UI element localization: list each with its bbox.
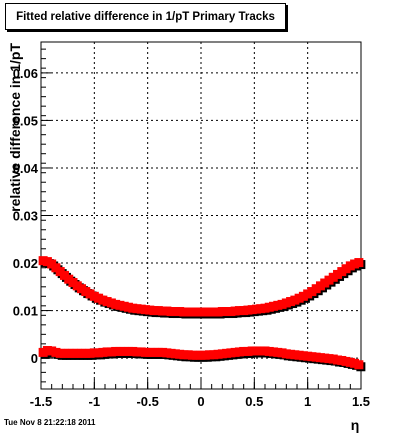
data-point: [354, 258, 364, 268]
y-tick-label: 0.04: [13, 161, 39, 176]
y-tick-label: 0.05: [13, 113, 38, 128]
x-tick-label: 0.5: [245, 394, 263, 409]
chart-title: Fitted relative difference in 1/pT Prima…: [16, 10, 275, 23]
y-axis-title: relative difference in 1/pT: [7, 43, 23, 212]
x-axis-title: η: [351, 417, 360, 433]
series-1: [38, 256, 366, 319]
x-tick-label: -1: [89, 394, 101, 409]
y-tick-label: 0.02: [13, 256, 38, 271]
timestamp: Tue Nov 8 21:22:18 2011: [4, 418, 96, 427]
axis-ticks: [40, 48, 362, 389]
x-tick-label: -1.5: [30, 394, 52, 409]
data-series: [38, 256, 366, 372]
chart-title-box: Fitted relative difference in 1/pT Prima…: [5, 3, 286, 30]
x-tick-label: 0: [197, 394, 204, 409]
tick-labels: -1.5 -1 -0.5 0 0.5 1 1.5 0 0.01 0.02 0.03 0.04 0.05 0…: [13, 66, 370, 409]
y-tick-label: 0.06: [13, 66, 38, 81]
y-tick-label: 0: [31, 351, 38, 366]
x-tick-label: 1: [304, 394, 311, 409]
x-tick-label: 1.5: [352, 394, 370, 409]
y-tick-label: 0.01: [13, 304, 38, 319]
y-tick-label: 0.03: [13, 209, 38, 224]
data-point: [354, 360, 364, 370]
x-tick-label: -0.5: [136, 394, 158, 409]
series-2: [38, 345, 366, 372]
